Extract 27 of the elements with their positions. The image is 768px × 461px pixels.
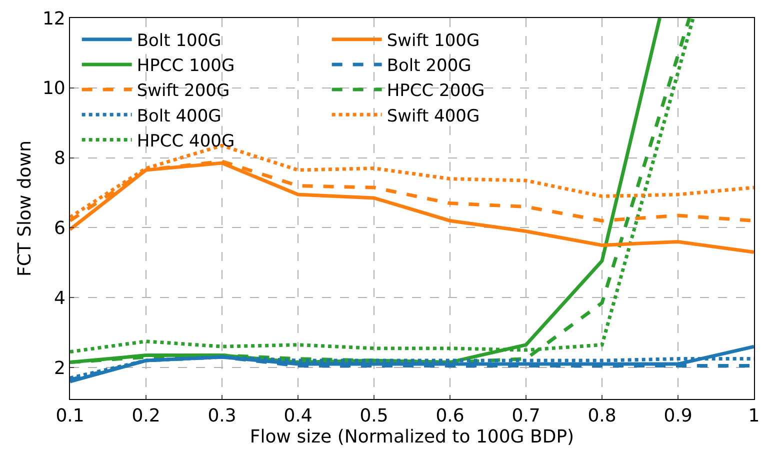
legend-label: Bolt 200G <box>386 56 472 76</box>
x-tick-label: 0.6 <box>436 406 464 427</box>
y-tick-label: 8 <box>54 148 66 170</box>
legend-label: Bolt 100G <box>136 30 222 51</box>
y-axis-title: FCT Slow down <box>14 140 36 277</box>
y-tick-label: 6 <box>54 218 66 240</box>
x-tick-label: 0.9 <box>664 406 692 427</box>
x-tick-label: 1 <box>748 406 760 427</box>
legend-label: HPCC 400G <box>136 131 235 152</box>
x-tick-label: 0.7 <box>512 406 540 427</box>
x-tick-label: 0.3 <box>208 406 236 427</box>
x-tick-label: 0.1 <box>56 406 84 427</box>
x-tick-label: 0.8 <box>588 406 616 427</box>
legend-label: Bolt 400G <box>136 106 222 126</box>
x-axis-title: Flow size (Normalized to 100G BDP) <box>250 426 574 448</box>
legend-label: HPCC 200G <box>386 81 485 102</box>
x-tick-label: 0.4 <box>284 406 312 427</box>
x-tick-label: 0.5 <box>360 406 388 427</box>
y-tick-label: 12 <box>42 8 66 30</box>
legend-label: Swift 400G <box>386 106 480 126</box>
y-tick-label: 4 <box>54 288 66 309</box>
legend-label: HPCC 100G <box>136 56 235 76</box>
y-tick-label: 2 <box>54 358 66 379</box>
legend-label: Swift 100G <box>386 30 480 51</box>
y-tick-label: 10 <box>42 78 66 100</box>
x-tick-label: 0.2 <box>132 406 160 427</box>
legend-label: Swift 200G <box>136 81 230 102</box>
